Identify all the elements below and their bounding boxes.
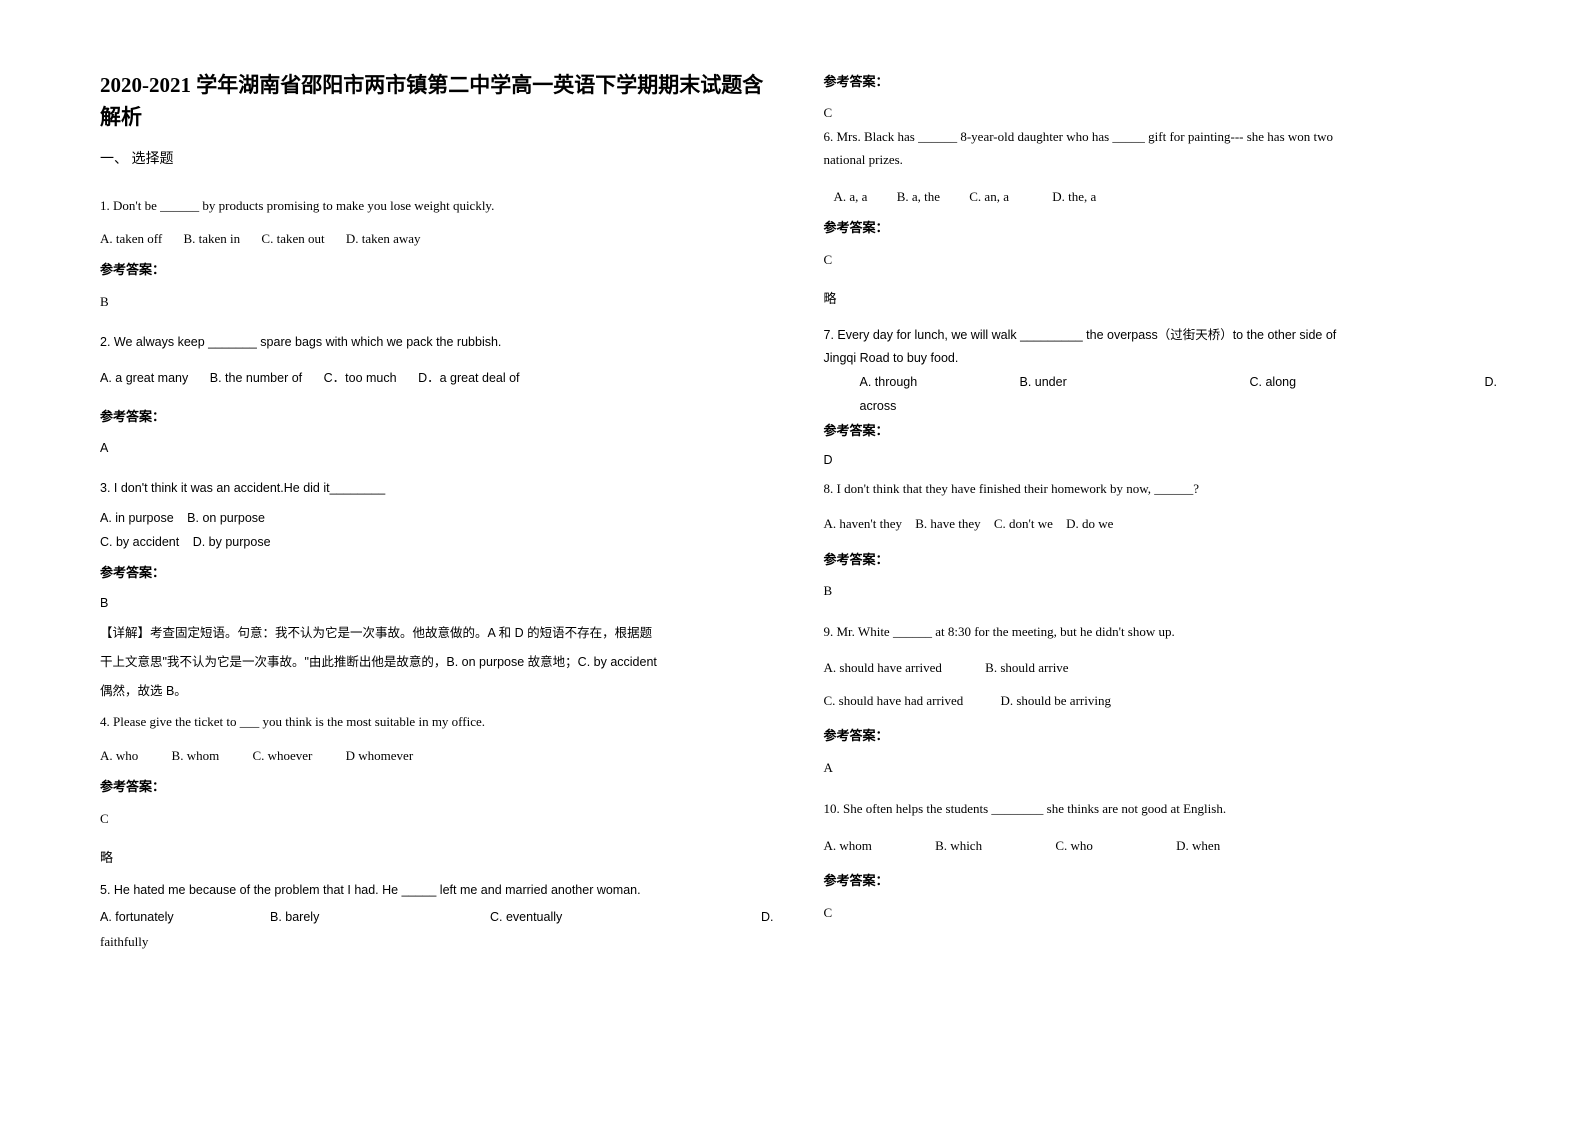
q5-opt-a: A. fortunately (100, 906, 270, 930)
q3-explain-3: 偶然，故选 B。 (100, 679, 774, 704)
q8-answer: B (824, 578, 1498, 604)
q1-ref-label: 参考答案： (100, 258, 774, 283)
q9-answer: A (824, 755, 1498, 781)
q4-opt-c: C. whoever (252, 742, 312, 769)
q4-opt-a: A. who (100, 742, 138, 769)
q9-options-row1: A. should have arrived B. should arrive (824, 654, 1498, 681)
section-heading: 一、 选择题 (100, 147, 774, 174)
q7-ref-label: 参考答案： (824, 419, 1498, 444)
q4-answer: C (100, 806, 774, 832)
q2-options: A. a great many B. the number of C．too m… (100, 365, 774, 391)
q2-opt-b: B. the number of (210, 365, 302, 391)
q9-opt-b: B. should arrive (985, 654, 1068, 681)
q6-skip: 略 (824, 287, 1498, 312)
q6-stem2: national prizes. (824, 148, 1498, 173)
page-columns: 2020-2021 学年湖南省邵阳市两市镇第二中学高一英语下学期期末试题含解析 … (100, 70, 1497, 955)
q9-ref-label: 参考答案： (824, 724, 1498, 749)
q9-stem: 9. Mr. White ______ at 8:30 for the meet… (824, 618, 1498, 645)
q6-answer: C (824, 247, 1498, 273)
q8-opt-d: D. do we (1066, 510, 1113, 537)
q9-opt-a: A. should have arrived (824, 654, 942, 681)
q5-options: A. fortunately B. barely C. eventually D… (100, 906, 774, 930)
q3-opt-b: B. on purpose (187, 511, 265, 525)
q10-answer: C (824, 900, 1498, 926)
q8-opt-b: B. have they (915, 510, 980, 537)
q4-options: A. who B. whom C. whoever D whomever (100, 742, 774, 769)
q8-options: A. haven't they B. have they C. don't we… (824, 510, 1498, 537)
q5-answer: C (824, 101, 1498, 126)
q8-stem: 8. I don't think that they have finished… (824, 475, 1498, 502)
q10-opt-a: A. whom (824, 832, 872, 859)
q1-options: A. taken off B. taken in C. taken out D.… (100, 225, 774, 252)
q7-opt-c: C. along (1250, 371, 1470, 395)
q2-opt-d: D．a great deal of (418, 365, 519, 391)
q6-opt-d: D. the, a (1052, 183, 1096, 210)
q7-options: A. through B. under C. along D. (824, 371, 1498, 395)
q9-opt-d: D. should be arriving (1000, 687, 1110, 714)
q10-opt-b: B. which (935, 832, 982, 859)
q3-answer: B (100, 592, 774, 616)
q3-options-row2: C. by accident D. by purpose (100, 531, 774, 555)
q7-opt-d2: across (824, 395, 1498, 419)
q5-opt-d2: faithfully (100, 930, 774, 955)
q7-stem2: Jingqi Road to buy food. (824, 347, 1498, 371)
q10-stem: 10. She often helps the students _______… (824, 795, 1498, 822)
q2-answer: A (100, 436, 774, 461)
q1-opt-d: D. taken away (346, 225, 421, 252)
q8-ref-label: 参考答案： (824, 548, 1498, 573)
q6-opt-b: B. a, the (897, 183, 940, 210)
q1-opt-c: C. taken out (261, 225, 324, 252)
q9-options-row2: C. should have had arrived D. should be … (824, 687, 1498, 714)
q4-skip: 略 (100, 846, 774, 871)
q1-opt-b: B. taken in (183, 225, 240, 252)
q5-opt-b: B. barely (270, 906, 490, 930)
q4-opt-b: B. whom (172, 742, 220, 769)
q7-opt-a: A. through (860, 371, 1020, 395)
q8-opt-a: A. haven't they (824, 510, 903, 537)
q1-opt-a: A. taken off (100, 225, 162, 252)
q5-ref-label: 参考答案： (824, 70, 1498, 95)
q6-opt-a: A. a, a (834, 183, 868, 210)
q2-stem: 2. We always keep _______ spare bags wit… (100, 329, 774, 355)
q10-options: A. whom B. which C. who D. when (824, 832, 1498, 859)
q4-stem: 4. Please give the ticket to ___ you thi… (100, 708, 774, 735)
q1-stem: 1. Don't be ______ by products promising… (100, 192, 774, 219)
q2-ref-label: 参考答案： (100, 405, 774, 430)
q2-opt-c: C．too much (324, 365, 397, 391)
q3-explain-2: 干上文意思"我不认为它是一次事故。"由此推断出他是故意的，B. on purpo… (100, 650, 774, 675)
q10-opt-d: D. when (1176, 832, 1220, 859)
q3-ref-label: 参考答案： (100, 561, 774, 586)
q5-stem: 5. He hated me because of the problem th… (100, 880, 774, 900)
q3-opt-c: C. by accident (100, 535, 179, 549)
q6-stem1: 6. Mrs. Black has ______ 8-year-old daug… (824, 127, 1498, 148)
document-title: 2020-2021 学年湖南省邵阳市两市镇第二中学高一英语下学期期末试题含解析 (100, 70, 774, 133)
q3-explain-1: 【详解】考查固定短语。句意：我不认为它是一次事故。他故意做的。A 和 D 的短语… (100, 621, 774, 646)
right-column: 参考答案： C 6. Mrs. Black has ______ 8-year-… (824, 70, 1498, 955)
q6-opt-c: C. an, a (969, 183, 1009, 210)
q3-options-row1: A. in purpose B. on purpose (100, 507, 774, 531)
q3-opt-a: A. in purpose (100, 511, 174, 525)
q10-ref-label: 参考答案： (824, 869, 1498, 894)
q7-opt-b: B. under (1020, 371, 1250, 395)
q10-opt-c: C. who (1055, 832, 1093, 859)
q7-opt-d: D. (1470, 371, 1498, 395)
left-column: 2020-2021 学年湖南省邵阳市两市镇第二中学高一英语下学期期末试题含解析 … (100, 70, 774, 955)
q3-stem: 3. I don't think it was an accident.He d… (100, 475, 774, 501)
q7-answer: D (824, 449, 1498, 473)
q4-ref-label: 参考答案： (100, 775, 774, 800)
q6-options: A. a, a B. a, the C. an, a D. the, a (824, 183, 1498, 210)
q2-opt-a: A. a great many (100, 365, 188, 391)
q8-opt-c: C. don't we (994, 510, 1053, 537)
q9-opt-c: C. should have had arrived (824, 687, 964, 714)
q6-ref-label: 参考答案： (824, 216, 1498, 241)
q3-opt-d: D. by purpose (193, 535, 271, 549)
q7-stem1: 7. Every day for lunch, we will walk ___… (824, 324, 1498, 348)
q5-opt-c: C. eventually (490, 906, 660, 930)
q5-opt-d: D. (660, 906, 774, 930)
q1-answer: B (100, 289, 774, 315)
q4-opt-d: D whomever (346, 742, 414, 769)
